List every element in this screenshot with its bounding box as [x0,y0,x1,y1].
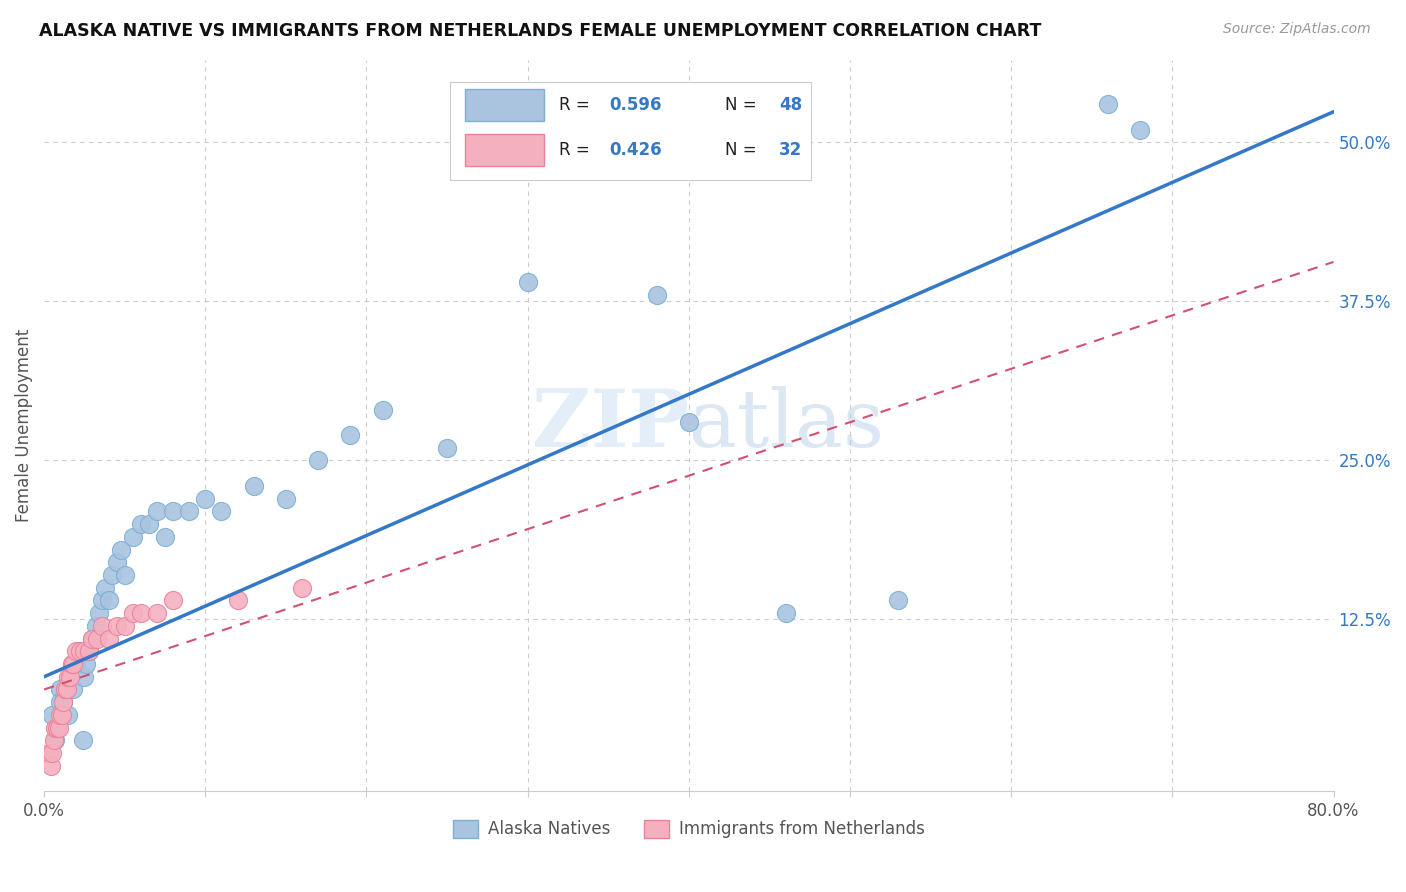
Point [516,275,538,289]
Point [84,619,107,633]
Point [53,682,76,697]
Point [242,479,264,493]
Point [645,288,668,302]
Point [226,593,249,607]
Point [105,619,128,633]
Point [775,606,797,620]
Point [62,682,84,697]
Point [65,657,87,671]
Point [69,644,91,658]
Text: ZIP: ZIP [531,386,689,465]
Point [69,644,91,658]
Text: atlas: atlas [689,386,884,465]
Point [94,581,117,595]
Point [77,644,100,658]
Point [53,682,76,697]
Point [1097,97,1119,112]
Point [73,670,96,684]
Point [436,441,458,455]
Point [82,632,104,646]
Text: Source: ZipAtlas.com: Source: ZipAtlas.com [1223,22,1371,37]
Point [58,707,80,722]
Point [75,657,97,671]
Point [129,517,152,532]
Point [105,555,128,569]
Point [52,695,75,709]
Point [49,707,72,722]
Point [291,581,314,595]
Point [114,619,136,633]
Point [42,733,65,747]
Point [39,759,62,773]
Point [73,644,96,658]
Point [46,721,69,735]
Point [41,746,63,760]
Point [41,707,63,722]
Text: ALASKA NATIVE VS IMMIGRANTS FROM NETHERLANDS FEMALE UNEMPLOYMENT CORRELATION CHA: ALASKA NATIVE VS IMMIGRANTS FROM NETHERL… [39,22,1042,40]
Point [121,530,143,544]
Point [887,593,910,607]
Point [51,707,73,722]
Point [48,721,70,735]
Point [371,402,394,417]
Point [65,644,87,658]
Point [52,695,75,709]
Point [46,721,69,735]
Point [97,593,120,607]
Point [138,517,160,532]
Point [97,632,120,646]
Point [114,568,136,582]
Point [678,415,700,429]
Point [274,491,297,506]
Point [77,644,100,658]
Point [44,721,66,735]
Point [179,504,201,518]
Point [91,593,114,607]
Point [101,568,124,582]
Point [87,606,110,620]
Point [55,682,77,697]
Point [62,657,84,671]
Point [60,657,83,671]
Point [49,682,72,697]
Point [307,453,329,467]
Point [162,593,184,607]
Point [146,504,169,518]
Point [194,491,217,506]
Point [110,542,132,557]
Point [162,504,184,518]
Point [339,428,361,442]
Point [1129,122,1152,136]
Point [86,632,108,646]
Point [72,733,94,747]
Point [121,606,143,620]
Point [59,670,82,684]
Point [58,670,80,684]
Point [44,733,66,747]
Point [49,695,72,709]
Point [91,619,114,633]
Point [59,670,82,684]
Legend: Alaska Natives, Immigrants from Netherlands: Alaska Natives, Immigrants from Netherla… [446,814,931,845]
Point [153,530,176,544]
Point [129,606,152,620]
Y-axis label: Female Unemployment: Female Unemployment [15,329,32,522]
Point [209,504,232,518]
Point [38,746,60,760]
Point [146,606,169,620]
Point [82,632,104,646]
